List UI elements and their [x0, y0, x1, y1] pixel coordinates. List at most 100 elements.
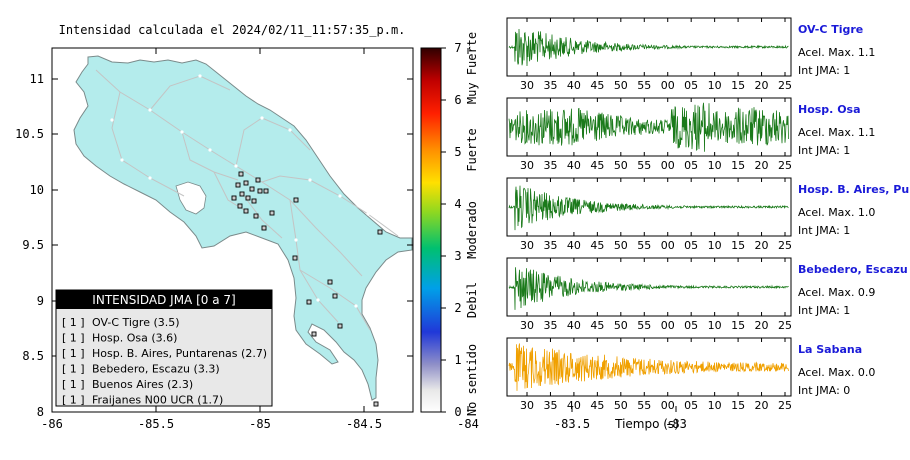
trace-x-tick-label: 15 [731, 79, 745, 92]
trace-x-tick-label: 20 [755, 399, 769, 412]
trace-x-tick-label: 25 [778, 239, 792, 252]
colorbar-category-label: Muy Fuerte [465, 32, 479, 104]
station-markers [231, 171, 383, 407]
accel-max-label: Acel. Max. 1.0 [798, 206, 875, 219]
station-name: Bebedero, Escazu [798, 263, 908, 276]
map-x-tick-label: -83 [665, 417, 687, 431]
colorbar-tick-label: 4 [454, 197, 461, 211]
trace-x-tick-label: 10 [708, 159, 722, 172]
trace-x-tick-label: 35 [543, 239, 557, 252]
colorbar-gradient [420, 47, 442, 413]
map-y-tick-label: 8 [37, 405, 44, 419]
trace-x-tick-label: 10 [708, 79, 722, 92]
trace-x-tick-label: 30 [520, 399, 534, 412]
waveform-line [508, 102, 789, 152]
seismogram-panels: 30 35 40 45 50 55 00 05 10 15 20 25 OV-C Tigre Acel. … [506, 17, 910, 412]
accel-max-label: Acel. Max. 1.1 [798, 126, 875, 139]
colorbar-tick-label: 2 [454, 301, 461, 315]
seismogram-panel: 30 35 40 45 50 55 00 05 10 15 20 25 OV-C Tigre Acel. … [506, 17, 875, 92]
trace-x-tick-label: 55 [637, 159, 651, 172]
map-y-tick-label: 10.5 [15, 127, 44, 141]
map-x-tick-label: -84 [457, 417, 479, 431]
time-axis-label: Tiempo (s) [614, 417, 679, 431]
gulf-of-nicoya [175, 181, 207, 215]
map-y-tick-label: 11 [30, 72, 44, 86]
trace-x-tick-label: 10 [708, 399, 722, 412]
trace-x-tick-label: 50 [614, 399, 628, 412]
trace-x-tick-label: 25 [778, 159, 792, 172]
seismogram-panel: 30 35 40 45 50 55 00 05 10 15 20 25 Hosp. B. Aires, … [506, 177, 910, 252]
map-y-axis: 11 10.5 10 9.5 9 8.5 8 [15, 72, 413, 419]
waveform-line [508, 28, 789, 67]
trace-x-tick-label: 55 [637, 239, 651, 252]
accel-max-label: Acel. Max. 0.9 [798, 286, 875, 299]
trace-x-tick-label: 30 [520, 159, 534, 172]
accel-max-label: Acel. Max. 0.0 [798, 366, 875, 379]
int-jma-label: Int JMA: 1 [798, 224, 850, 237]
colorbar-category-label: Moderado [465, 201, 479, 259]
station-name: Hosp. Osa [798, 103, 861, 116]
city-markers [110, 74, 370, 308]
legend-item-name: Bebedero, Escazu (3.3) [92, 363, 220, 376]
legend-item-badge: [ 1 ] [62, 394, 85, 407]
trace-x-tick-label: 20 [755, 159, 769, 172]
trace-x-tick-label: 55 [637, 79, 651, 92]
map-y-tick-label: 10 [30, 183, 44, 197]
station-name: Hosp. B. Aires, Puntarenas [798, 183, 910, 196]
trace-x-tick-label: 05 [684, 399, 698, 412]
trace-x-tick-label: 20 [755, 79, 769, 92]
colorbar-labels: No sentido Debil Moderado Fuerte Muy Fuerte [465, 32, 479, 416]
legend-item-badge: [ 1 ] [62, 332, 85, 345]
colorbar-ticks: 0 1 2 3 4 5 6 7 [441, 41, 462, 419]
map-title: Intensidad calculada el 2024/02/11_11:57… [59, 23, 406, 37]
legend-item-name: OV-C Tigre (3.5) [92, 316, 180, 329]
colorbar-tick-label: 6 [454, 93, 461, 107]
trace-x-tick-label: 00 [661, 79, 675, 92]
intensity-legend: INTENSIDAD JMA [0 a 7] [ 1 ] OV-C Tigre (… [55, 289, 273, 407]
trace-x-tick-label: 15 [731, 159, 745, 172]
trace-x-tick-label: 25 [778, 79, 792, 92]
trace-x-tick-label: 00 [661, 319, 675, 332]
trace-x-tick-label: 45 [590, 319, 604, 332]
colorbar-category-label: Fuerte [465, 128, 479, 171]
trace-x-tick-label: 50 [614, 319, 628, 332]
trace-x-tick-label: 35 [543, 399, 557, 412]
trace-x-tick-label: 15 [731, 239, 745, 252]
station-name: OV-C Tigre [798, 23, 863, 36]
trace-x-tick-label: 45 [590, 159, 604, 172]
map-frame [51, 47, 414, 413]
map-x-tick-label: -85.5 [138, 417, 174, 431]
trace-x-tick-label: 15 [731, 319, 745, 332]
trace-x-tick-label: 50 [614, 239, 628, 252]
trace-x-tick-label: 40 [567, 319, 581, 332]
map-y-tick-label: 9 [37, 294, 44, 308]
legend-items: [ 1 ] OV-C Tigre (3.5) [ 1 ] Hosp. Osa (3.6… [62, 316, 267, 407]
int-jma-label: Int JMA: 1 [798, 144, 850, 157]
colorbar-tick-label: 3 [454, 249, 461, 263]
trace-x-tick-label: 05 [684, 319, 698, 332]
trace-x-tick-label: 30 [520, 239, 534, 252]
map-x-tick-label: -83.5 [554, 417, 590, 431]
trace-x-tick-label: 05 [684, 159, 698, 172]
map-x-tick-label: -84.5 [346, 417, 382, 431]
colorbar-tick-label: 7 [454, 41, 461, 55]
trace-x-tick-label: 35 [543, 319, 557, 332]
seismogram-panel: 30 35 40 45 50 55 00 05 10 15 20 25 Bebedero, Escazu… [506, 257, 908, 332]
seismogram-panel: 30 35 40 45 50 55 00 05 10 15 20 25 Hosp. Osa Acel. M… [506, 97, 875, 172]
legend-item-badge: [ 1 ] [62, 316, 85, 329]
trace-x-tick-label: 35 [543, 159, 557, 172]
waveform-line [508, 343, 789, 391]
waveform-line [508, 185, 789, 231]
trace-x-tick-label: 25 [778, 319, 792, 332]
seismogram-panel: 30 35 40 45 50 55 00 05 10 15 20 25 La Sabana Acel. M… [506, 337, 875, 412]
legend-item-name: Fraijanes N00 UCR (1.7) [92, 394, 223, 407]
trace-x-tick-label: 10 [708, 319, 722, 332]
legend-box [55, 289, 273, 407]
trace-x-tick-label: 50 [614, 159, 628, 172]
trace-x-tick-label: 30 [520, 319, 534, 332]
map-y-tick-label: 8.5 [22, 349, 44, 363]
trace-x-tick-label: 40 [567, 239, 581, 252]
legend-title: INTENSIDAD JMA [0 a 7] [92, 293, 235, 307]
colorbar-tick-label: 1 [454, 353, 461, 367]
int-jma-label: Int JMA: 1 [798, 64, 850, 77]
